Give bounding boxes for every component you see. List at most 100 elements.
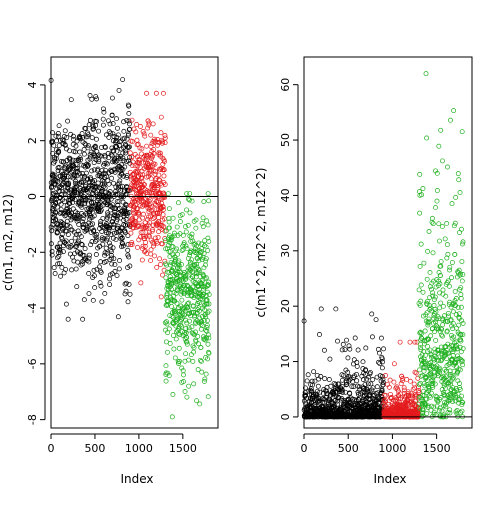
data-point xyxy=(178,262,184,267)
data-point xyxy=(99,299,105,305)
data-point xyxy=(426,229,432,234)
data-point xyxy=(417,263,423,269)
data-point xyxy=(185,305,191,310)
data-point xyxy=(432,329,437,335)
data-point xyxy=(391,379,397,385)
data-point xyxy=(453,342,459,348)
data-point xyxy=(193,225,199,231)
data-point xyxy=(54,192,60,198)
data-point xyxy=(176,361,182,366)
x-axis: 0 500 1000 1500 xyxy=(48,433,197,455)
data-point xyxy=(430,377,436,383)
data-point xyxy=(448,117,453,123)
data-point xyxy=(199,314,205,319)
data-point xyxy=(447,407,453,413)
data-point xyxy=(345,355,351,361)
data-point xyxy=(179,297,185,303)
data-point xyxy=(117,139,123,145)
data-point xyxy=(173,323,179,329)
data-point xyxy=(443,385,448,391)
data-point xyxy=(124,173,130,178)
data-point xyxy=(86,252,92,258)
data-point xyxy=(59,185,65,191)
data-point xyxy=(426,319,432,325)
data-point xyxy=(79,219,85,225)
data-point xyxy=(435,350,441,356)
data-point xyxy=(160,204,166,210)
data-point xyxy=(444,368,449,374)
data-point xyxy=(119,235,125,241)
data-point xyxy=(56,261,62,266)
series-2 xyxy=(162,191,212,420)
data-point xyxy=(321,347,327,353)
data-point xyxy=(339,387,345,393)
data-point xyxy=(460,332,466,338)
data-point xyxy=(459,359,465,365)
data-point xyxy=(49,228,55,234)
data-point xyxy=(441,383,447,389)
data-point xyxy=(206,308,212,314)
data-point xyxy=(206,301,212,307)
data-point xyxy=(340,341,346,347)
data-point xyxy=(175,200,181,206)
data-point xyxy=(438,344,444,350)
data-point xyxy=(103,259,109,264)
data-point xyxy=(112,262,118,268)
data-point xyxy=(458,332,464,337)
data-point xyxy=(339,383,345,389)
data-point xyxy=(186,300,192,306)
data-point xyxy=(436,357,442,363)
data-point xyxy=(418,298,424,304)
data-point xyxy=(148,258,154,264)
data-point xyxy=(445,310,451,316)
data-point xyxy=(67,166,73,172)
data-point xyxy=(203,335,209,340)
data-point xyxy=(152,235,158,241)
data-point xyxy=(448,304,454,310)
data-point xyxy=(158,262,163,267)
data-point xyxy=(455,391,461,397)
data-point xyxy=(460,362,466,368)
data-point xyxy=(114,116,119,122)
y-tick-label: -8 xyxy=(26,414,39,425)
data-point xyxy=(126,281,132,287)
data-point xyxy=(380,376,386,382)
data-point xyxy=(454,408,460,413)
data-point xyxy=(456,311,462,317)
data-point xyxy=(168,303,174,309)
data-point xyxy=(417,330,423,336)
data-point xyxy=(176,262,182,268)
data-point xyxy=(142,157,148,162)
data-point xyxy=(379,373,385,379)
data-point xyxy=(129,242,135,247)
data-point xyxy=(424,343,430,349)
data-point xyxy=(152,171,158,177)
data-point xyxy=(137,164,143,170)
data-point xyxy=(186,325,192,331)
data-point xyxy=(112,159,118,165)
data-point xyxy=(90,221,96,227)
data-point xyxy=(425,248,431,254)
data-point xyxy=(162,135,168,141)
data-point xyxy=(374,374,380,380)
data-point xyxy=(166,206,172,212)
data-point xyxy=(185,222,191,228)
data-point xyxy=(75,216,81,221)
data-point xyxy=(349,384,355,390)
data-point xyxy=(129,240,135,245)
data-point xyxy=(446,350,452,356)
data-point xyxy=(199,246,205,252)
data-point xyxy=(189,257,195,263)
data-point xyxy=(422,358,428,364)
data-point xyxy=(421,381,427,386)
data-point xyxy=(200,215,206,221)
data-point xyxy=(102,145,108,150)
data-point xyxy=(418,347,424,353)
data-point xyxy=(206,198,212,204)
data-point xyxy=(161,224,167,230)
data-point xyxy=(143,240,149,245)
data-point xyxy=(458,295,464,301)
data-point xyxy=(106,181,112,187)
data-point xyxy=(99,168,105,173)
data-point xyxy=(69,267,75,273)
